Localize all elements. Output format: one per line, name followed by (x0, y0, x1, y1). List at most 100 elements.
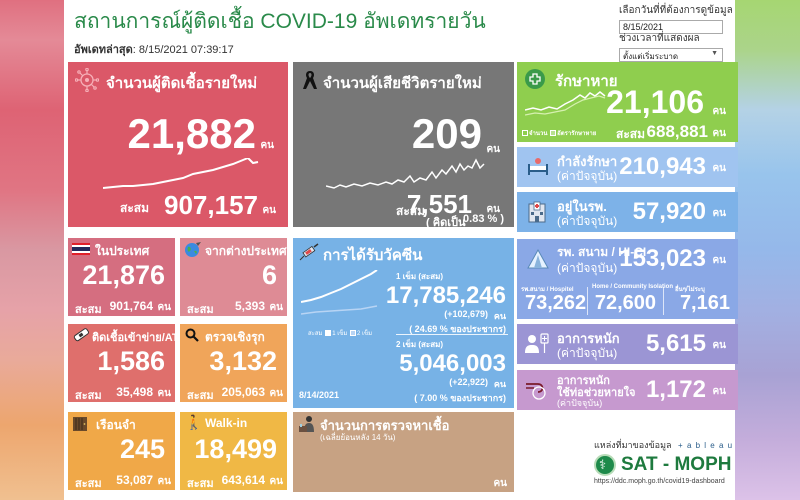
severe-card: อาการหนัก (ค่าปัจจุบัน) 5,615 คน (517, 324, 738, 364)
dose2-daily-unit: คน (493, 379, 506, 389)
field-hospital-subtitle: (ค่าปัจจุบัน) (557, 261, 618, 275)
death-rate-value: 0.83 % ) (463, 213, 504, 225)
deaths-trend-chart (326, 158, 485, 189)
imported-value: 6 (261, 260, 277, 290)
deaths-title: จำนวนผู้เสียชีวิตรายใหม่ (323, 75, 482, 92)
deaths-cumulative-label: สะสม (396, 204, 426, 218)
tent-icon (527, 249, 549, 269)
recovered-unit: คน (712, 106, 726, 117)
date-filter: เลือกวันที่ที่ต้องการดูข้อมูล 8/15/2021 (619, 3, 733, 34)
deaths-cumulative: 7,551 (406, 189, 472, 219)
walk-in-value: 18,499 (194, 434, 277, 464)
sat-moph-brand: SAT - MOPH (594, 454, 733, 476)
right-gradient-bar (735, 0, 800, 500)
walk-in-cumulative: 643,614 (221, 473, 265, 487)
atk-cumulative-unit: คน (157, 388, 171, 399)
legend-count-label: จำนวน (529, 131, 548, 137)
page-title: สถานการณ์ผู้ติดเชื้อ COVID-19 อัพเดทรายว… (74, 10, 486, 33)
active-search-value: 3,132 (209, 346, 277, 376)
field-hospital-card: รพ. สนาม / HI-CI (ค่าปัจจุบัน) 153,023 ค… (517, 239, 738, 319)
source-label-row: แหล่งที่มาของข้อมูล + a b l e a u (594, 438, 733, 452)
hospitel-value: 73,262 (525, 292, 587, 314)
legend-rate-swatch (550, 130, 557, 137)
domestic-card: ในประเทศ 21,876 สะสม 901,764 คน (68, 238, 175, 316)
vaccine-legend: สะสม 1 เข็ม 2 เข็ม (308, 328, 372, 338)
legend-rate-label: อัตรารักษาหาย (557, 131, 597, 137)
chevron-down-icon: ▼ (711, 50, 718, 57)
imported-title: จากต่างประเทศ (205, 244, 287, 258)
severe-title: อาการหนัก (557, 331, 620, 346)
domestic-value: 21,876 (82, 260, 165, 290)
deaths-unit: คน (486, 144, 500, 155)
recovered-title: รักษาหาย (555, 73, 618, 90)
date-input[interactable]: 8/15/2021 (619, 20, 723, 34)
legend-dose1-swatch (325, 330, 332, 337)
new-cases-value: 21,882 (127, 110, 256, 157)
recovered-card: รักษาหาย 21,106 คน จำนวน อัตรารักษาหาย ส… (517, 62, 738, 142)
severe-unit: คน (712, 340, 726, 351)
prison-card: เรือนจำ 245 สะสม 53,087 คน (68, 412, 175, 490)
hospitel-label: รพ.สนาม / Hospitel (521, 287, 574, 293)
vaccine-divider (396, 334, 508, 335)
legend-dose1-label: 1 เข็ม (332, 331, 348, 337)
recovered-trend-chart (525, 91, 606, 116)
deaths-cumulative-unit: คน (486, 204, 500, 215)
new-cases-cumulative-label: สะสม (120, 201, 150, 215)
dashboard: สถานการณ์ผู้ติดเชื้อ COVID-19 อัพเดทรายว… (64, 0, 738, 500)
source-url-link[interactable]: https://ddc.moph.go.th/covid19-dashboard (594, 478, 725, 485)
ventilator-unit: คน (712, 386, 726, 397)
ventilator-value: 1,172 (645, 376, 706, 403)
vaccine-date: 8/14/2021 (299, 390, 340, 400)
domestic-cumulative: 901,764 (109, 299, 153, 313)
dose2-percent: ( 7.00 % ของประชากร) (414, 393, 506, 403)
active-search-cumulative-label: สะสม (187, 390, 214, 402)
lab-worker-icon (299, 416, 314, 432)
new-cases-cumulative-unit: คน (262, 205, 276, 216)
in-treatment-card: กำลังรักษา (ค่าปัจจุบัน) 210,943 คน (517, 147, 738, 187)
dose2-daily: (+22,922) (449, 377, 488, 387)
plus-circle-icon (525, 69, 545, 89)
in-treatment-title: กำลังรักษา (557, 154, 618, 169)
new-cases-unit: คน (260, 140, 274, 151)
atk-card: ติดเชื้อเข้าข่าย/ATK 1,586 สะสม 35,498 ค… (68, 324, 175, 402)
domestic-cumulative-label: สะสม (75, 304, 102, 316)
last-updated-label: อัพเดทล่าสุด (74, 44, 133, 56)
in-treatment-unit: คน (712, 163, 726, 174)
thai-flag-icon (72, 243, 90, 255)
ventilator-title: อาการหนัก (557, 375, 610, 387)
atk-cumulative: 35,498 (116, 385, 153, 399)
walking-person-icon: 🚶 (185, 414, 203, 430)
imported-cumulative-unit: คน (269, 302, 283, 313)
other-value: 7,161 (679, 292, 730, 314)
severe-subtitle: (ค่าปัจจุบัน) (557, 346, 618, 360)
death-rate-label: ( คิดเป็น (426, 217, 466, 227)
active-search-card: ตรวจเชิงรุก 3,132 สะสม 205,063 คน (180, 324, 287, 402)
period-select[interactable]: ตั้งแต่เริ่มระบาด ▼ (619, 48, 723, 62)
domestic-title: ในประเทศ (95, 244, 150, 258)
dose1-daily: (+102,679) (444, 309, 488, 319)
new-cases-card: จำนวนผู้ติดเชื้อรายใหม่ 21,882 คน สะสม 9… (68, 62, 288, 227)
left-gradient-bar (0, 0, 64, 500)
globe-plane-icon (185, 242, 201, 257)
prison-cumulative: 53,087 (116, 473, 153, 487)
hospital-bed-icon (528, 158, 548, 175)
imported-cumulative: 5,393 (234, 299, 265, 313)
domestic-cumulative-unit: คน (157, 302, 171, 313)
syringe-icon (299, 243, 319, 261)
dose1-label: 1 เข็ม (สะสม) (396, 272, 444, 281)
legend-dose2-label: 2 เข็ม (356, 331, 373, 337)
dose1-daily-unit: คน (493, 311, 506, 321)
date-filter-label: เลือกวันที่ที่ต้องการดูข้อมูล (619, 5, 733, 16)
in-hospital-title: อยู่ในรพ. (557, 199, 607, 214)
prison-cumulative-label: สะสม (75, 478, 102, 490)
new-cases-title: จำนวนผู้ติดเชื้อรายใหม่ (106, 75, 258, 92)
magnifier-icon (185, 328, 199, 342)
home-isolation-value: 72,600 (594, 292, 656, 314)
imported-card: จากต่างประเทศ 6 สะสม 5,393 คน (180, 238, 287, 316)
atk-title: ติดเชื้อเข้าข่าย/ATK (92, 332, 175, 344)
new-cases-trend-chart (103, 158, 259, 189)
testing-subtitle: (เฉลี่ยย้อนหลัง 14 วัน) (320, 433, 396, 442)
vaccine-card: การได้รับวัคซีน สะสม 1 เข็ม 2 เข็ม 1 เข็… (293, 238, 514, 408)
ventilator-title-2: ใช้ท่อช่วยหายใจ (557, 387, 636, 399)
breakdown-divider-2 (663, 287, 664, 315)
